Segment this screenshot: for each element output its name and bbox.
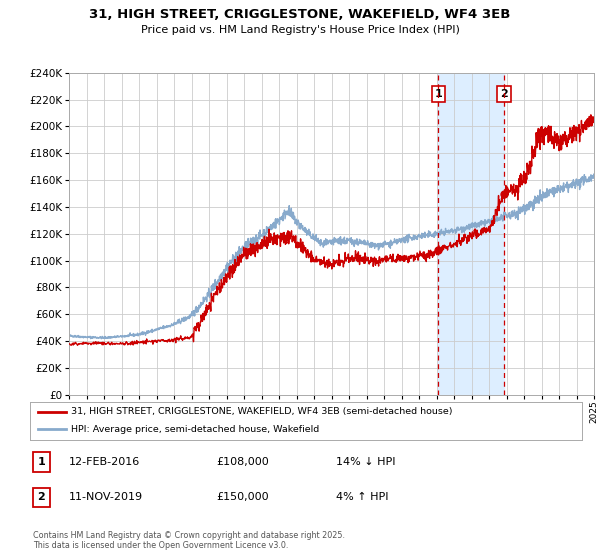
Text: 31, HIGH STREET, CRIGGLESTONE, WAKEFIELD, WF4 3EB: 31, HIGH STREET, CRIGGLESTONE, WAKEFIELD… xyxy=(89,8,511,21)
Text: 11-NOV-2019: 11-NOV-2019 xyxy=(69,492,143,502)
Text: Contains HM Land Registry data © Crown copyright and database right 2025.
This d: Contains HM Land Registry data © Crown c… xyxy=(33,531,345,550)
Text: £108,000: £108,000 xyxy=(216,457,269,467)
Text: HPI: Average price, semi-detached house, Wakefield: HPI: Average price, semi-detached house,… xyxy=(71,425,320,434)
Text: 31, HIGH STREET, CRIGGLESTONE, WAKEFIELD, WF4 3EB (semi-detached house): 31, HIGH STREET, CRIGGLESTONE, WAKEFIELD… xyxy=(71,407,453,416)
Text: 2: 2 xyxy=(500,89,508,99)
Text: 1: 1 xyxy=(434,89,442,99)
Text: £150,000: £150,000 xyxy=(216,492,269,502)
Text: Price paid vs. HM Land Registry's House Price Index (HPI): Price paid vs. HM Land Registry's House … xyxy=(140,25,460,35)
Text: 14% ↓ HPI: 14% ↓ HPI xyxy=(336,457,395,467)
Bar xyxy=(438,73,504,395)
Text: 2: 2 xyxy=(38,492,45,502)
Text: 1: 1 xyxy=(38,457,45,467)
Text: 4% ↑ HPI: 4% ↑ HPI xyxy=(336,492,389,502)
Text: 12-FEB-2016: 12-FEB-2016 xyxy=(69,457,140,467)
